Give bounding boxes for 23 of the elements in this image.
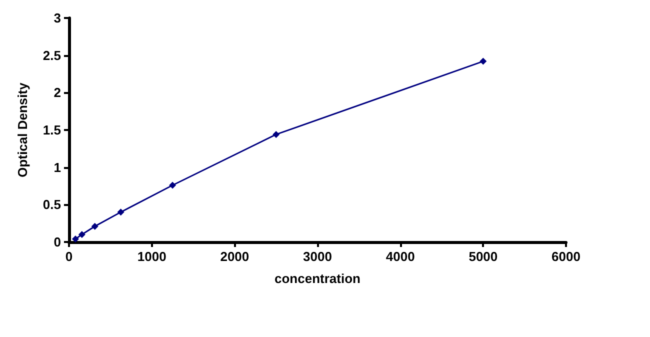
y-tick-label: 0: [54, 234, 61, 250]
point: [117, 208, 124, 216]
x-tick-label: 4000: [386, 249, 415, 264]
point: [78, 231, 86, 238]
x-tick-label: 6000: [552, 249, 580, 264]
point: [72, 236, 79, 243]
point: [480, 58, 487, 65]
x-tick-label: 1000: [137, 249, 166, 264]
x-tick-label: 0: [65, 249, 73, 264]
point: [91, 222, 98, 230]
x-tick-label: 2000: [220, 249, 250, 264]
x-tick-label: 3000: [303, 249, 332, 264]
y-axis-title: Optical Density: [15, 82, 30, 178]
y-tick-label: 1.5: [42, 122, 61, 138]
point: [272, 130, 280, 138]
y-tick-label: 2.5: [42, 48, 61, 63]
x-tick-label: 5000: [468, 249, 498, 264]
y-tick-label: 3: [54, 10, 61, 26]
y-tick-label: 0.5: [42, 197, 61, 212]
point: [169, 182, 176, 189]
x-axis-title: concentration: [274, 271, 361, 286]
y-tick-label: 1: [54, 160, 61, 175]
y-tick-label: 2: [54, 85, 61, 100]
